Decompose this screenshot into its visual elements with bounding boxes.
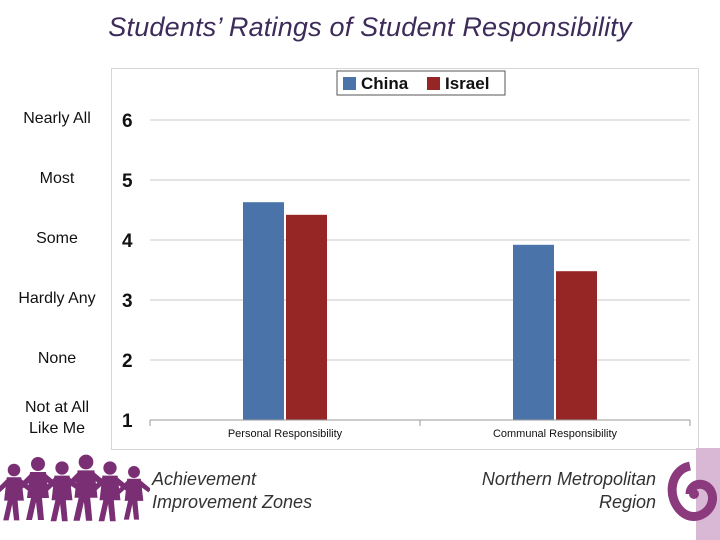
rating-label: Hardly Any: [0, 288, 114, 309]
rating-label-line: Nearly All: [23, 109, 91, 127]
rating-label-line: None: [37, 349, 77, 367]
bars: [243, 202, 597, 420]
logo-dot: [689, 489, 699, 499]
bar-israel: [556, 271, 597, 420]
y-tick-label: 2: [122, 351, 133, 372]
legend-swatch-china: [343, 77, 356, 90]
legend: China Israel: [336, 70, 506, 96]
x-axis: Personal Responsibility Communal Responsi…: [149, 419, 691, 440]
legend-label-israel: Israel: [445, 74, 489, 93]
child-figure: [18, 457, 58, 520]
bar-israel: [286, 214, 327, 420]
rating-label: Some: [0, 228, 114, 249]
y-tick-label: 3: [122, 291, 133, 312]
rating-label: None: [0, 348, 114, 369]
legend-label-china: China: [361, 74, 409, 93]
y-tick-label: 5: [122, 171, 133, 192]
chart-frame: [111, 68, 699, 450]
x-tick-label: Personal Responsibility: [228, 428, 343, 440]
footer-right-line-1: Northern Metropolitan: [481, 469, 656, 489]
rating-label-line: Most: [39, 169, 75, 187]
chart-title: Students’ Ratings of Student Responsibil…: [108, 12, 632, 42]
rating-label: Most: [0, 168, 114, 189]
rating-label-line: Some: [36, 229, 78, 247]
region-logo-shapes: [667, 448, 720, 540]
footer-right-line-2: Region: [598, 492, 656, 512]
child-figure: [117, 466, 150, 520]
region-logo: [667, 448, 720, 540]
y-tick-label: 1: [122, 411, 133, 432]
children-silhouettes-logo: [0, 454, 150, 522]
rating-label-line: Not at All: [24, 399, 90, 416]
bar-china: [243, 202, 284, 420]
bar-china: [513, 244, 554, 420]
footer-left-line-2: Improvement Zones: [152, 492, 313, 512]
rating-label: Not at All Like Me: [0, 397, 114, 439]
y-tick-label: 6: [122, 111, 133, 132]
y-axis-ticks: 1 2 3 4 5 6: [122, 111, 133, 432]
y-tick-label: 4: [122, 231, 133, 252]
legend-box: [336, 70, 506, 96]
child-figure: [65, 454, 107, 521]
footer-left-line-1: Achievement: [152, 469, 257, 489]
child-figure: [0, 463, 32, 521]
footer-right-text: Northern Metropolitan Region: [482, 468, 656, 514]
rating-label-line: Hardly Any: [18, 289, 96, 307]
legend-swatch-israel: [427, 77, 440, 90]
rating-label: Nearly All: [0, 108, 114, 129]
kids-logo-shapes: [0, 454, 150, 522]
child-figure: [91, 461, 129, 522]
gridlines: [150, 119, 690, 421]
logo-swirl: [667, 461, 717, 521]
footer-left-text: Achievement Improvement Zones: [152, 468, 312, 514]
rating-label-line: Like Me: [28, 420, 86, 437]
x-tick-label: Communal Responsibility: [493, 428, 618, 440]
